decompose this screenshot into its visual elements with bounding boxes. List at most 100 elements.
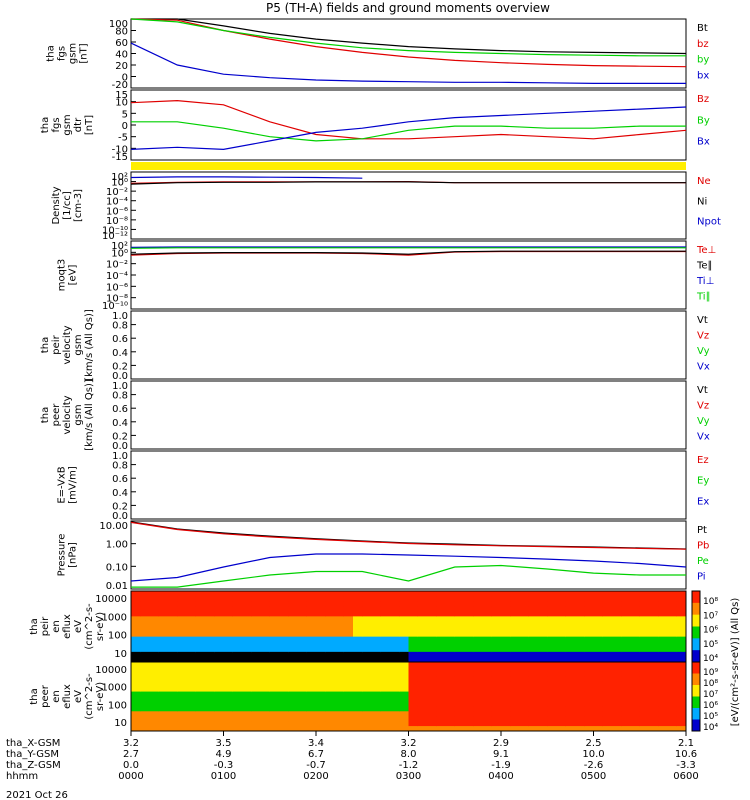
heatmap-cell <box>602 711 613 717</box>
heatmap-cell <box>556 626 567 633</box>
heatmap-cell <box>177 671 187 678</box>
heatmap-cell <box>269 621 280 627</box>
heatmap-cell <box>242 662 252 668</box>
heatmap-cell <box>131 681 141 688</box>
heatmap-cell <box>667 596 678 602</box>
heatmap-cell <box>417 671 428 678</box>
heatmap-cell <box>334 591 345 597</box>
heatmap-cell <box>177 601 187 607</box>
heatmap-cell <box>602 666 613 673</box>
heatmap-cell <box>584 606 594 612</box>
heatmap-cell <box>131 591 141 597</box>
heatmap-cell <box>667 691 678 697</box>
heatmap-cell <box>528 686 539 693</box>
heatmap-cell <box>575 721 585 727</box>
heatmap-cell <box>390 596 400 602</box>
heatmap-cell <box>195 721 206 727</box>
y-label-line: velocity <box>62 395 73 434</box>
heatmap-cell <box>214 711 224 717</box>
heatmap-cell <box>519 641 530 648</box>
heatmap-cell <box>279 656 289 663</box>
heatmap-cell <box>667 621 678 627</box>
heatmap-cell <box>232 671 243 678</box>
heatmap-cell <box>667 716 678 722</box>
heatmap-cell <box>288 616 298 622</box>
heatmap-cell <box>621 601 631 607</box>
heatmap-cell <box>242 686 252 693</box>
heatmap-cell <box>334 696 345 702</box>
heatmap-cell <box>556 662 567 668</box>
heatmap-cell <box>205 691 215 697</box>
heatmap-cell <box>297 696 308 702</box>
heatmap-cell <box>482 676 493 683</box>
heatmap-cell <box>269 676 280 683</box>
heatmap-cell <box>251 616 261 622</box>
heatmap-cell <box>399 651 409 658</box>
heatmap-cell <box>297 616 308 622</box>
y-tick-label: 0.4 <box>112 488 128 499</box>
heatmap-cell <box>260 606 271 612</box>
heatmap-cell <box>177 662 187 668</box>
heatmap-cell <box>547 656 557 663</box>
heatmap-cell <box>630 611 641 617</box>
heatmap-cell <box>621 611 631 617</box>
heatmap-cell <box>131 611 141 617</box>
heatmap-cell <box>158 621 169 627</box>
heatmap-cell <box>658 611 668 617</box>
heatmap-cell <box>482 656 493 663</box>
heatmap-cell <box>417 636 428 643</box>
y-tick-label: 0.0 <box>112 511 128 522</box>
y-tick-label: 0.2 <box>112 501 128 512</box>
heatmap-cell <box>676 676 687 683</box>
heatmap-cell <box>279 686 289 693</box>
heatmap-cell <box>621 621 631 627</box>
heatmap-cell <box>538 726 548 732</box>
heatmap-cell <box>593 721 604 727</box>
heatmap-cell <box>510 656 520 663</box>
heatmap-cell <box>177 636 187 643</box>
heatmap-cell <box>353 691 363 697</box>
heatmap-cell <box>288 676 298 683</box>
heatmap-cell <box>131 711 141 717</box>
heatmap-cell <box>454 616 465 622</box>
heatmap-cell <box>658 706 668 712</box>
heatmap-cell <box>612 662 622 668</box>
heatmap-cell <box>408 616 419 622</box>
heatmap-cell <box>297 666 308 673</box>
heatmap-cell <box>565 596 576 602</box>
heatmap-cell <box>279 651 289 658</box>
heatmap-cell <box>612 721 622 727</box>
heatmap-cell <box>251 621 261 627</box>
heatmap-cell <box>639 671 650 678</box>
heatmap-cell <box>676 631 687 638</box>
heatmap-cell <box>454 676 465 683</box>
heatmap-cell <box>371 626 382 633</box>
heatmap-cell <box>621 651 631 658</box>
heatmap-cell <box>621 641 631 648</box>
heatmap-cell <box>205 706 215 712</box>
heatmap-cell <box>205 636 215 643</box>
y-tick-label: 10² <box>111 241 128 252</box>
heatmap-cell <box>482 606 493 612</box>
heatmap-cell <box>667 686 678 693</box>
heatmap-cell <box>408 681 419 688</box>
heatmap-cell <box>427 651 437 658</box>
heatmap-cell <box>519 636 530 643</box>
heatmap-cell <box>454 691 465 697</box>
y-label-line: tha <box>40 337 51 353</box>
date-label: 2021 Oct 26 <box>6 790 68 800</box>
heatmap-cell <box>269 651 280 658</box>
heatmap-cell <box>140 671 150 678</box>
heatmap-cell <box>575 656 585 663</box>
heatmap-cell <box>565 666 576 673</box>
heatmap-cell <box>232 646 243 653</box>
heatmap-cell <box>482 686 493 693</box>
heatmap-cell <box>538 706 548 712</box>
heatmap-cell <box>658 641 668 648</box>
heatmap-cell <box>602 706 613 712</box>
heatmap-cell <box>408 611 419 617</box>
heatmap-cell <box>269 591 280 597</box>
heatmap-cell <box>408 646 419 653</box>
heatmap-cell <box>621 656 631 663</box>
heatmap-cell <box>353 616 363 622</box>
